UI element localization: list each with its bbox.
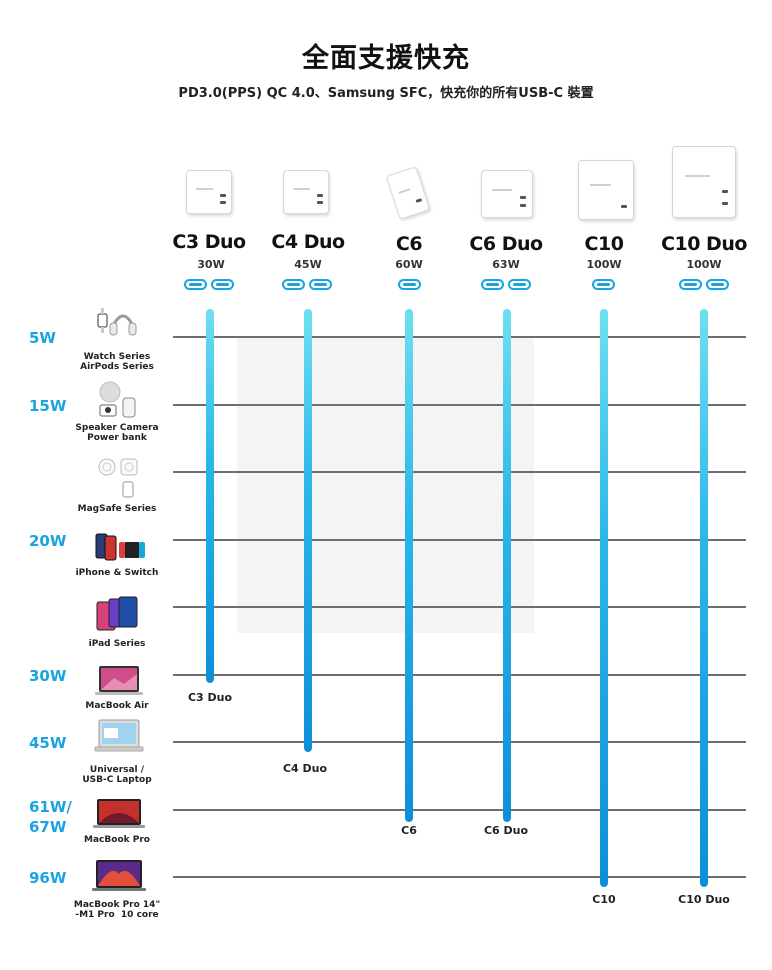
product-watt-c6-duo: 63W <box>492 258 520 271</box>
watt-label-20w: 20W <box>29 532 67 550</box>
device-label-macbook-pro-14: MacBook Pro 14" -M1 Pro 10 core <box>73 900 161 920</box>
iphone-switch-icon <box>94 532 146 568</box>
c6-duo-charger-image <box>481 170 533 218</box>
bar-label-c6: C6 <box>401 824 417 837</box>
macbook-air-icon <box>94 664 144 702</box>
usb-c-port-icon <box>211 279 234 290</box>
watt-label-5w: 5W <box>29 329 56 347</box>
product-name-c6-duo: C6 Duo <box>469 233 543 255</box>
speaker-camera-powerbank-icon <box>96 380 140 424</box>
product-name-c10-duo: C10 Duo <box>661 233 747 255</box>
product-name-c10: C10 <box>584 233 624 255</box>
device-label-iphone-switch: iPhone & Switch <box>75 568 159 578</box>
level-line <box>173 876 746 878</box>
watch-airpods-icon <box>95 306 141 346</box>
usb-c-port-icon <box>508 279 531 290</box>
usb-c-port-icon <box>309 279 332 290</box>
ipad-icon <box>95 596 139 640</box>
c10-charger-image <box>578 160 634 220</box>
usb-c-port-icon <box>184 279 207 290</box>
magsafe-icon <box>97 456 141 504</box>
page-title: 全面支援快充 <box>302 43 470 74</box>
coverage-bar-c10-duo <box>700 309 708 887</box>
usb-c-port-icon <box>282 279 305 290</box>
bar-label-c10-duo: C10 Duo <box>678 893 730 906</box>
level-line <box>173 336 746 338</box>
c4-duo-charger-image <box>283 170 329 214</box>
coverage-bar-c6 <box>405 309 413 822</box>
level-line <box>173 539 746 541</box>
level-line <box>173 741 746 743</box>
product-watt-c4-duo: 45W <box>294 258 322 271</box>
bar-label-c6-duo: C6 Duo <box>483 824 529 837</box>
watt-label-96w: 96W <box>29 869 67 887</box>
device-label-macbook-pro: MacBook Pro <box>84 835 150 845</box>
macbook-pro-14-icon <box>91 858 147 898</box>
device-label-speaker-camera: Speaker Camera Power bank <box>75 423 159 443</box>
c10-duo-charger-image <box>672 146 736 218</box>
device-label-macbook-air: MacBook Air <box>85 701 149 711</box>
usb-c-port-icon <box>706 279 729 290</box>
watt-label-45w: 45W <box>29 734 67 752</box>
usb-c-port-icon <box>481 279 504 290</box>
bar-label-c4-duo: C4 Duo <box>282 762 328 775</box>
product-watt-c3-duo: 30W <box>197 258 225 271</box>
product-name-c6: C6 <box>395 233 423 255</box>
device-label-universal-laptop: Universal / USB-C Laptop <box>82 765 152 785</box>
laptop-icon <box>94 718 144 758</box>
product-name-c4-duo: C4 Duo <box>271 231 345 253</box>
coverage-bar-c10 <box>600 309 608 887</box>
page-subtitle: PD3.0(PPS) QC 4.0、Samsung SFC，快充你的所有USB-… <box>178 86 594 101</box>
c3-duo-charger-image <box>186 170 232 214</box>
watt-label-61w-67w: 61W/ 67W <box>29 798 72 836</box>
product-name-c3-duo: C3 Duo <box>172 231 246 253</box>
device-label-magsafe: MagSafe Series <box>77 504 157 514</box>
bar-label-c10: C10 <box>592 893 616 906</box>
level-line <box>173 674 746 676</box>
coverage-bar-c4-duo <box>304 309 312 752</box>
product-watt-c6: 60W <box>395 258 423 271</box>
usb-c-port-icon <box>398 279 421 290</box>
coverage-bar-c6-duo <box>503 309 511 822</box>
watt-label-15w: 15W <box>29 397 67 415</box>
level-line <box>173 471 746 473</box>
device-label-watch-airpods: Watch Series AirPods Series <box>80 352 154 372</box>
device-label-ipad: iPad Series <box>88 639 146 649</box>
usb-c-port-icon <box>592 279 615 290</box>
level-line <box>173 606 746 608</box>
c6-charger-image <box>385 166 431 220</box>
macbook-pro-icon <box>92 797 146 835</box>
usb-c-port-icon <box>679 279 702 290</box>
level-line <box>173 809 746 811</box>
watt-label-30w: 30W <box>29 667 67 685</box>
product-watt-c10: 100W <box>586 258 622 271</box>
background-panel <box>237 338 534 633</box>
coverage-bar-c3-duo <box>206 309 214 683</box>
product-watt-c10-duo: 100W <box>686 258 722 271</box>
bar-label-c3-duo: C3 Duo <box>187 691 233 704</box>
level-line <box>173 404 746 406</box>
